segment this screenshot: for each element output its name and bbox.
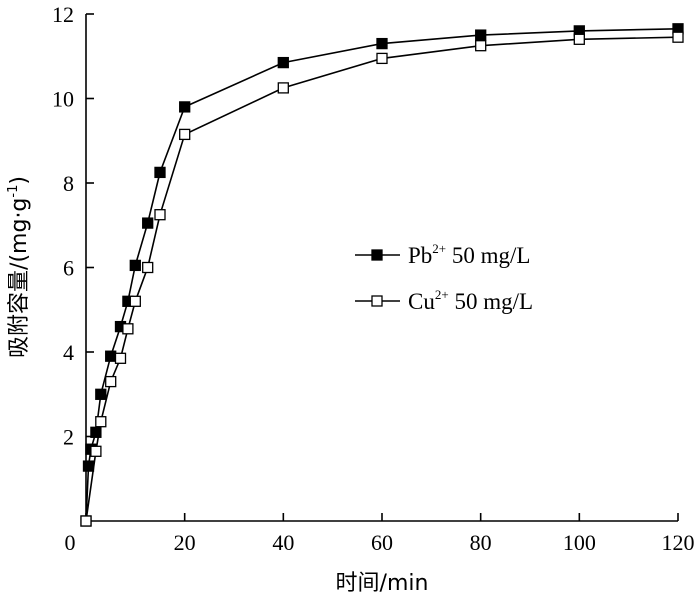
legend-cu-base: Cu <box>408 289 435 314</box>
x-tick-label-0: 0 <box>65 530 76 555</box>
series-line-1 <box>85 36 679 522</box>
y-tick-label-3: 6 <box>63 256 74 281</box>
data-point-s0-8 <box>129 259 141 272</box>
y-axis-title-close: ) <box>7 176 32 185</box>
data-point-s1-0 <box>80 515 92 527</box>
y-tick-label-4: 8 <box>63 171 74 196</box>
x-tick-label-1: 20 <box>174 530 196 555</box>
legend-item-cu: Cu2+ 50 mg/L <box>355 287 533 314</box>
y-tick-label-6: 12 <box>52 2 74 27</box>
series-0 <box>80 23 684 527</box>
data-point-s1-2 <box>95 416 107 428</box>
y-tick-label-1: 2 <box>63 425 74 450</box>
x-tick-label-4: 80 <box>470 530 492 555</box>
legend: Pb2+ 50 mg/L Cu2+ 50 mg/L <box>355 241 533 314</box>
data-point-s0-14 <box>475 29 487 41</box>
x-tick-label-3: 60 <box>371 530 393 555</box>
data-point-s1-14 <box>672 31 684 43</box>
data-point-s0-5 <box>105 350 117 362</box>
y-axis-title-sup: -1 <box>6 185 21 198</box>
legend-pb-rest: 50 mg/L <box>446 243 530 268</box>
x-tick-label-6: 120 <box>662 530 695 555</box>
y-tick-label-2: 4 <box>63 340 74 365</box>
x-tick-label-2: 40 <box>272 530 294 555</box>
data-point-s0-13 <box>376 37 388 50</box>
series-1 <box>80 31 684 527</box>
legend-marker-cu <box>371 295 383 307</box>
series-layer <box>80 23 684 527</box>
legend-cu-sup: 2+ <box>435 287 449 302</box>
data-point-s1-8 <box>154 209 166 221</box>
y-tick-label-5: 10 <box>52 87 74 112</box>
data-point-s0-4 <box>95 388 107 400</box>
data-point-s0-12 <box>277 56 289 69</box>
data-point-s1-1 <box>90 445 102 457</box>
data-point-s1-13 <box>573 33 585 45</box>
data-point-s0-10 <box>154 166 166 179</box>
data-point-s1-6 <box>129 295 141 307</box>
x-axis-title: 时间/min <box>336 571 429 596</box>
data-point-s1-7 <box>142 261 154 274</box>
data-point-s1-5 <box>122 323 134 335</box>
legend-label-cu: Cu2+ 50 mg/L <box>408 287 533 314</box>
data-point-s1-11 <box>376 52 388 65</box>
data-point-s0-11 <box>179 101 191 113</box>
data-point-s1-9 <box>179 128 191 141</box>
legend-marker-pb <box>371 249 383 261</box>
y-axis-title-main: 吸附容量/(mg·g <box>7 198 32 358</box>
legend-label-pb: Pb2+ 50 mg/L <box>408 241 530 268</box>
ticks: 0 20 40 60 80 100 120 2 4 6 8 10 12 <box>52 2 695 555</box>
data-point-s1-12 <box>475 40 487 52</box>
data-point-s1-4 <box>114 352 127 364</box>
legend-cu-rest: 50 mg/L <box>449 289 533 314</box>
series-line-0 <box>85 28 679 522</box>
y-axis-title: 吸附容量/(mg·g-1) <box>6 176 32 358</box>
data-point-s1-3 <box>105 375 117 388</box>
data-point-s0-1 <box>82 460 95 472</box>
legend-item-pb: Pb2+ 50 mg/L <box>355 241 530 268</box>
x-tick-label-5: 100 <box>563 530 596 555</box>
legend-pb-base: Pb <box>408 243 432 268</box>
legend-pb-sup: 2+ <box>432 241 446 256</box>
axes <box>85 14 678 522</box>
data-point-s0-9 <box>142 217 154 229</box>
data-point-s1-10 <box>277 82 289 94</box>
